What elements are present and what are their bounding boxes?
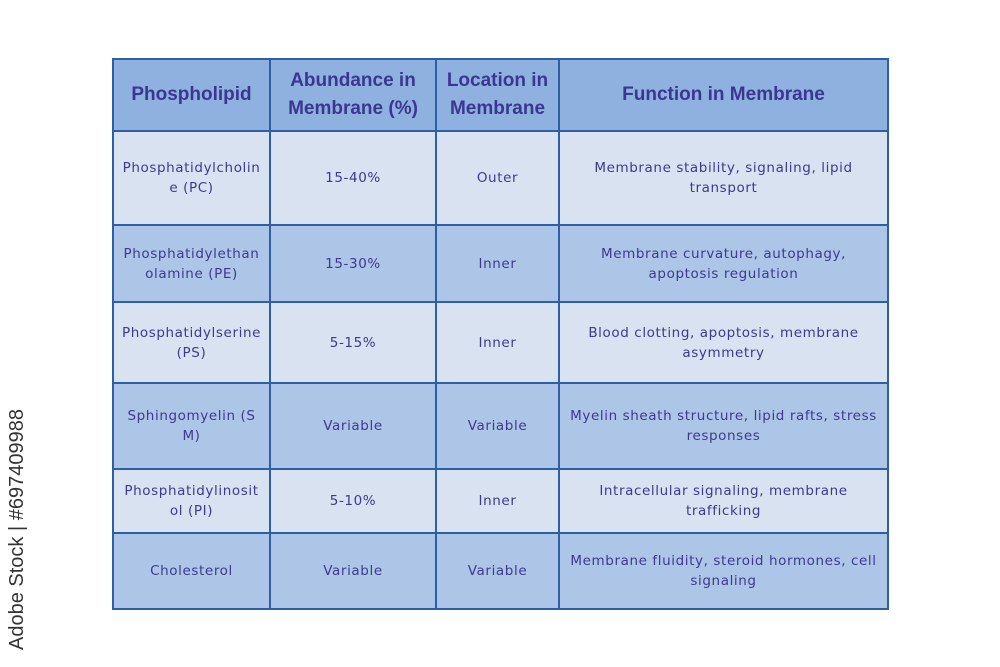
- cell-abundance: 15-30%: [269, 224, 437, 303]
- cell-phospholipid: Sphingomyelin (SM): [112, 382, 271, 470]
- cell-location: Inner: [435, 224, 560, 303]
- cell-function: Membrane stability, signaling, lipid tra…: [558, 130, 889, 226]
- cell-function: Membrane fluidity, steroid hormones, cel…: [558, 532, 889, 610]
- cell-function: Intracellular signaling, membrane traffi…: [558, 468, 889, 534]
- table-row: Phosphatidylserine (PS) 5-15% Inner Blood c…: [112, 301, 889, 384]
- cell-function: Myelin sheath structure, lipid rafts, st…: [558, 382, 889, 470]
- cell-abundance: 5-15%: [269, 301, 437, 384]
- cell-abundance: Variable: [269, 532, 437, 610]
- cell-location: Inner: [435, 301, 560, 384]
- header-location: Location in Membrane: [435, 58, 560, 132]
- table-row: Phosphatidylethanolamine (PE) 15-30% Inner…: [112, 224, 889, 303]
- table-row: Sphingomyelin (SM) Variable Variable Myelin…: [112, 382, 889, 470]
- cell-location: Variable: [435, 532, 560, 610]
- header-abundance: Abundance in Membrane (%): [269, 58, 437, 132]
- header-function: Function in Membrane: [558, 58, 889, 132]
- cell-phospholipid: Phosphatidylcholine (PC): [112, 130, 271, 226]
- cell-phospholipid: Phosphatidylinositol (PI): [112, 468, 271, 534]
- cell-abundance: 15-40%: [269, 130, 437, 226]
- cell-phospholipid: Phosphatidylethanolamine (PE): [112, 224, 271, 303]
- table-row: Cholesterol Variable Variable Membrane flui…: [112, 532, 889, 610]
- cell-location: Inner: [435, 468, 560, 534]
- header-phospholipid: Phospholipid: [112, 58, 271, 132]
- cell-location: Variable: [435, 382, 560, 470]
- table-row: Phosphatidylinositol (PI) 5-10% Inner Intra…: [112, 468, 889, 534]
- cell-abundance: Variable: [269, 382, 437, 470]
- header-row: Phospholipid Abundance in Membrane (%) L…: [112, 58, 889, 132]
- table-row: Phosphatidylcholine (PC) 15-40% Outer Membr…: [112, 130, 889, 226]
- cell-function: Membrane curvature, autophagy, apoptosis…: [558, 224, 889, 303]
- cell-phospholipid: Phosphatidylserine (PS): [112, 301, 271, 384]
- cell-function: Blood clotting, apoptosis, membrane asym…: [558, 301, 889, 384]
- cell-phospholipid: Cholesterol: [112, 532, 271, 610]
- cell-location: Outer: [435, 130, 560, 226]
- phospholipid-table: Phospholipid Abundance in Membrane (%) L…: [112, 58, 889, 610]
- cell-abundance: 5-10%: [269, 468, 437, 534]
- watermark-text: Adobe Stock | #697409988: [6, 409, 28, 650]
